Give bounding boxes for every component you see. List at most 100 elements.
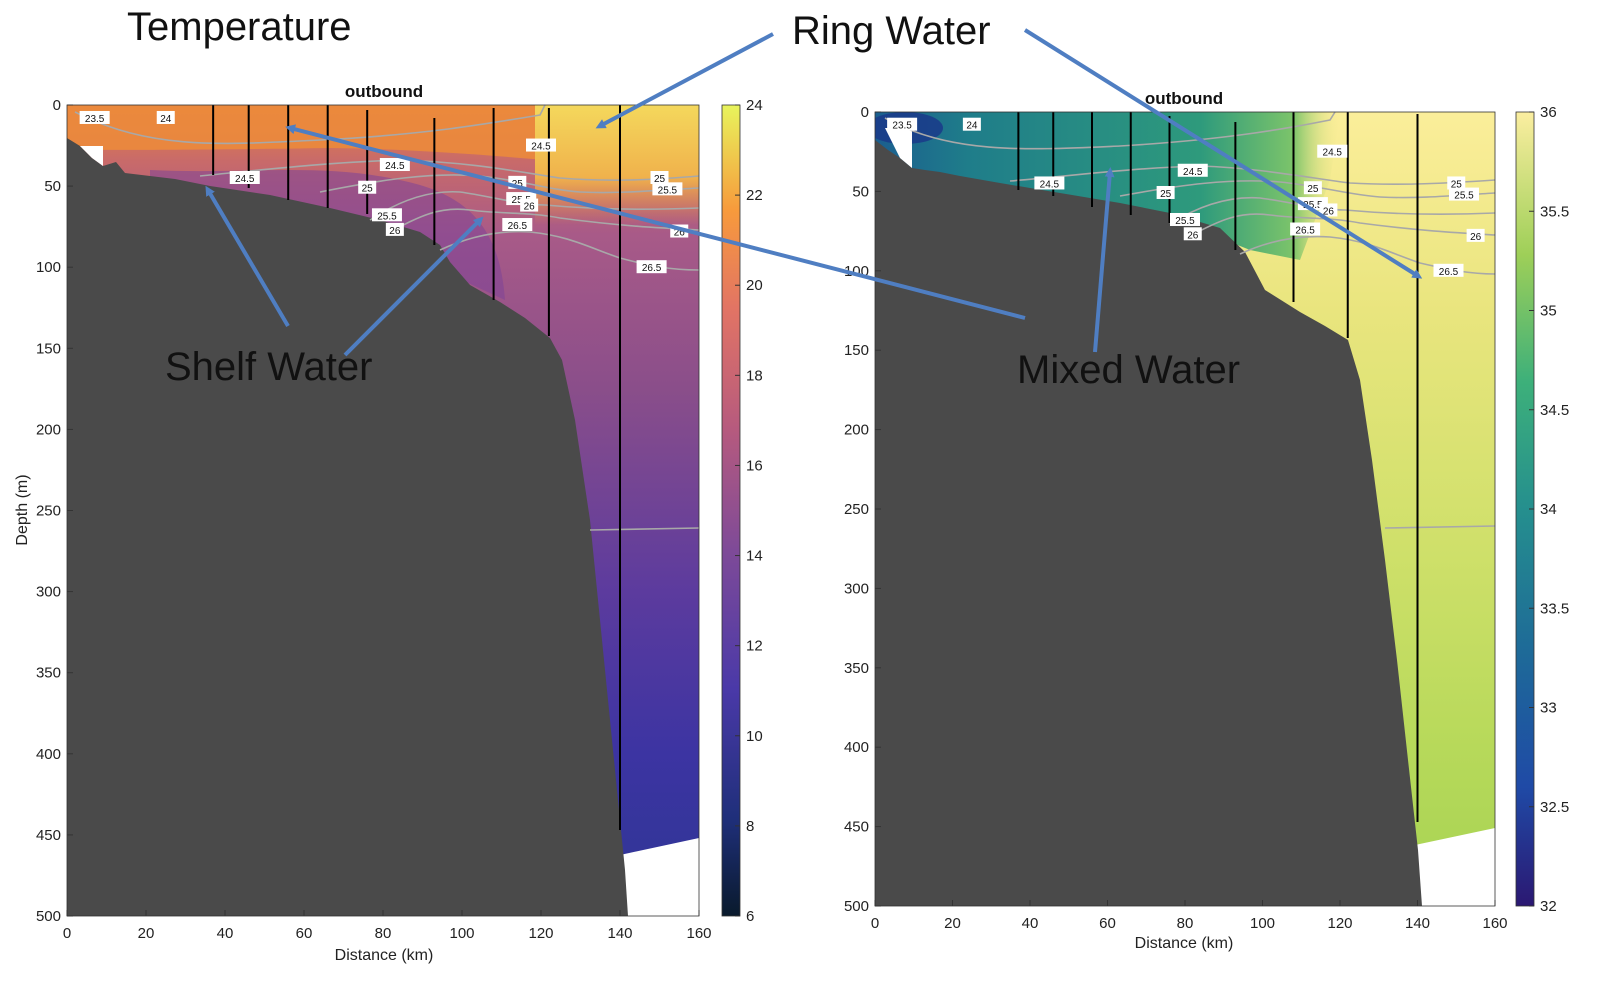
colorbar-tick-label: 8: [746, 818, 754, 835]
y-tick-label: 250: [36, 503, 61, 520]
y-tick-label: 300: [844, 580, 869, 597]
contour-label: 25.5: [1454, 191, 1474, 202]
contour-label-box: [156, 110, 175, 124]
contour-label-box: [887, 117, 918, 131]
y-tick-label: 250: [844, 501, 869, 518]
contour-label: 24.5: [531, 142, 551, 153]
contour-label-box: [1034, 176, 1065, 190]
contour-label: 23.5: [85, 114, 105, 125]
contour-label: 26: [1323, 206, 1335, 217]
x-tick-label: 0: [871, 915, 879, 932]
contour-label: 25: [1307, 184, 1319, 195]
contour-label: 26: [1187, 230, 1199, 241]
contour-label: 24.5: [1323, 148, 1343, 159]
contour-label-box: [1290, 222, 1321, 236]
station-lines-salinity: [1017, 112, 1419, 822]
colorbar-tick-label: 33.5: [1540, 600, 1569, 617]
x-tick-label: 100: [1250, 915, 1275, 932]
contour-label-box: [526, 138, 556, 152]
colorbar-tick-label: 35: [1540, 303, 1557, 320]
contour-label: 24.5: [385, 161, 405, 172]
contour-label: 25: [1160, 189, 1172, 200]
contour-label: 25: [1451, 179, 1463, 190]
x-tick-label: 60: [296, 925, 313, 942]
contour-label: 25: [512, 179, 524, 190]
mixed-water-arrow-long: [285, 124, 1026, 320]
contour-label-box: [1170, 212, 1200, 226]
contour-label: 26.5: [1439, 267, 1459, 278]
contour-label: 24: [966, 121, 978, 132]
contour-label-box: [1319, 203, 1338, 217]
y-tick-label: 200: [36, 421, 61, 438]
contour-label: 26: [389, 226, 401, 237]
x-tick-label: 120: [528, 925, 553, 942]
temperature-y-axis-label: Depth (m): [14, 474, 31, 545]
y-tick-label: 450: [844, 819, 869, 836]
salinity-panel: 23.5 2424.524.524.5252525.52525.52625.526…: [844, 89, 1569, 952]
salinity-panel-title: outbound: [1145, 89, 1223, 108]
x-tick-label: 160: [686, 925, 711, 942]
bottom-blank-area: [620, 838, 699, 916]
contour-label-box: [79, 110, 110, 124]
contour-label: 25.5: [1303, 200, 1323, 211]
bathymetry-salinity: [875, 140, 1422, 906]
temperature-colorbar: [721, 104, 741, 917]
contour-label: 26.5: [508, 221, 528, 232]
x-tick-label: 80: [375, 925, 392, 942]
temperature-y-ticks: 0 50 100 150 200 250 300 350 400 450 500: [36, 97, 73, 925]
contour-label-box: [1433, 263, 1464, 277]
contour-label-box: [385, 222, 404, 236]
contour-label: 24.5: [1040, 179, 1060, 190]
colorbar-tick-label: 12: [746, 638, 763, 655]
temperature-panel: 23.52424.524.524.5252525.52525.52625.526…: [14, 82, 763, 964]
shelf-water-annotation: Shelf Water: [165, 345, 372, 389]
salinity-x-ticks: 0 20 40 60 80 100 120 140 160: [871, 900, 1508, 932]
contour-label: 25: [362, 184, 374, 195]
contour-label-box: [652, 182, 683, 196]
bathymetry-temperature: [67, 138, 628, 916]
colorbar-tick-label: 18: [746, 367, 763, 384]
contour-label-box: [1317, 144, 1348, 158]
shelf-water-arrow-2: [343, 216, 484, 357]
contour-label-box: [371, 208, 402, 222]
x-tick-label: 100: [449, 925, 474, 942]
contour-label-box: [1466, 228, 1485, 242]
y-tick-label: 450: [36, 827, 61, 844]
temperature-panel-title: outbound: [345, 82, 423, 101]
ring-water-arrow-left: [595, 32, 774, 129]
x-tick-label: 40: [217, 925, 234, 942]
y-tick-label: 0: [861, 104, 869, 121]
x-tick-label: 140: [607, 925, 632, 942]
y-tick-label: 100: [36, 259, 61, 276]
y-tick-label: 500: [844, 898, 869, 915]
x-tick-label: 160: [1482, 915, 1507, 932]
x-tick-label: 60: [1099, 915, 1116, 932]
contour-label-box: [1303, 181, 1322, 195]
colorbar-tick-label: 6: [746, 908, 754, 925]
salinity-colorbar-ticks: 32 32.5 33 33.5 34 34.5 35 35.5 36: [1529, 104, 1569, 915]
contour-label-box: [520, 198, 539, 212]
x-tick-label: 20: [944, 915, 961, 932]
contour-label: 26: [1470, 232, 1482, 243]
x-tick-label: 120: [1327, 915, 1352, 932]
annotation-arrows: [205, 28, 1423, 357]
ring-water-arrow-right: [1023, 28, 1423, 279]
contour-label: 25: [654, 174, 666, 185]
colorbar-tick-label: 22: [746, 187, 763, 204]
y-tick-label: 200: [844, 422, 869, 439]
colorbar-tick-label: 35.5: [1540, 203, 1569, 220]
contour-label-box: [1449, 187, 1479, 201]
shelf-blank-notch-salinity: [885, 128, 912, 168]
contour-label: 25.5: [377, 211, 397, 222]
shelf-water-arrow-1: [205, 185, 290, 328]
colorbar-tick-label: 34: [1540, 501, 1557, 518]
temperature-colorbar-ticks: 6 8 10 12 14 16 18 20 22 24: [735, 97, 763, 925]
x-tick-label: 0: [63, 925, 71, 942]
contour-label: 26: [674, 228, 686, 239]
temperature-x-axis-label: Distance (km): [335, 947, 434, 964]
x-tick-label: 20: [138, 925, 155, 942]
y-tick-label: 150: [36, 340, 61, 357]
contour-label-box: [1447, 176, 1466, 190]
contour-label: 24.5: [235, 174, 255, 185]
